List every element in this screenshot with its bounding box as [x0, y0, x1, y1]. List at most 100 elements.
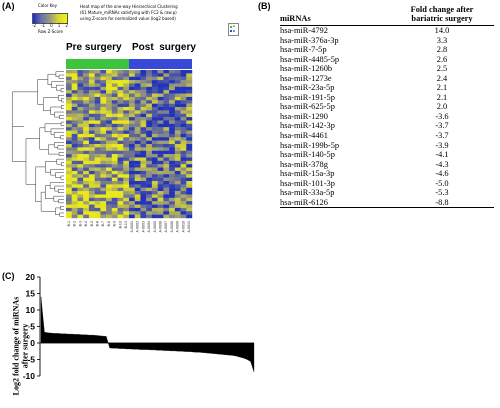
heatmap-cell	[151, 164, 158, 168]
heatmap-cell	[117, 117, 124, 121]
heatmap-cell	[134, 113, 141, 118]
heatmap-cell	[140, 181, 147, 185]
heatmap-cell	[83, 197, 90, 202]
heatmap-cell	[140, 93, 147, 98]
heatmap-cell	[169, 194, 176, 199]
heatmap-cell	[146, 167, 153, 172]
heatmap-cell	[186, 127, 193, 131]
heatmap-cell	[180, 110, 187, 114]
heatmap-cell	[180, 80, 187, 84]
mirna-name: hsa-miR-101-3p	[280, 178, 335, 188]
heatmap-cell	[140, 83, 147, 88]
heatmap-cell	[88, 194, 95, 199]
heatmap-cell	[117, 181, 124, 185]
heatmap-cell	[169, 113, 176, 118]
heatmap-cell	[66, 83, 72, 88]
legend-label-b: B	[233, 29, 236, 33]
heatmap-cell	[129, 96, 135, 101]
mirna-name: hsa-miR-140-5p	[280, 150, 335, 160]
heatmap-cell	[163, 191, 170, 195]
heatmap-cell	[111, 207, 118, 212]
heatmap-cell	[123, 73, 130, 77]
heatmap-cell	[71, 167, 78, 172]
heatmap-cell	[157, 83, 164, 88]
heatmap-cell	[83, 204, 90, 209]
heatmap-cell	[111, 187, 118, 192]
heatmap-cell	[129, 170, 135, 175]
heatmap-cell	[88, 107, 95, 111]
heatmap-cell	[151, 181, 158, 185]
table-row: hsa-miR-378g -4.3	[280, 160, 494, 170]
mirna-name: hsa-miR-4485-5p	[280, 54, 340, 64]
heatmap-cell	[100, 73, 107, 77]
heatmap-cell	[140, 201, 147, 205]
heatmap-cell	[88, 144, 95, 148]
heatmap-cell	[186, 214, 193, 219]
heatmap-cell	[151, 70, 158, 74]
heatmap-cell	[94, 110, 101, 114]
heatmap-cell	[140, 103, 147, 108]
heatmap-cell	[77, 107, 84, 111]
heatmap-cell	[100, 93, 107, 98]
heatmap-cell	[77, 90, 84, 94]
heatmap-cell	[123, 113, 130, 118]
heatmap-cell	[186, 204, 193, 209]
heatmap-cell	[77, 157, 84, 162]
heatmap-cell	[66, 157, 72, 162]
heatmap-cell	[123, 80, 130, 84]
heatmap-cell	[174, 177, 181, 182]
heatmap-cell	[117, 133, 124, 138]
heatmap-cell	[71, 117, 78, 121]
heatmap-cell	[169, 127, 176, 131]
heatmap-cell	[77, 194, 84, 199]
heatmap-cell	[100, 170, 107, 175]
heatmap-cell	[111, 96, 118, 101]
heatmap-cell	[146, 80, 153, 84]
heatmap-cell	[117, 76, 124, 81]
heatmap-cell	[111, 154, 118, 158]
heatmap-cell	[94, 214, 101, 219]
heatmap-cell	[66, 117, 72, 121]
sample-label: B-11	[124, 221, 128, 228]
heatmap-cell	[71, 160, 78, 165]
heatmap-cell	[71, 204, 78, 209]
heatmap-cell	[71, 174, 78, 178]
heatmap-cell	[117, 201, 124, 205]
table-row: hsa-miR-4485-5p 2.6	[280, 55, 494, 65]
heatmap-cell	[140, 140, 147, 145]
heatmap-cell	[71, 123, 78, 128]
heatmap-cell	[134, 120, 141, 125]
heatmap-cell	[94, 86, 101, 91]
heatmap-cell	[163, 96, 170, 101]
heatmap-cell	[71, 130, 78, 135]
heatmap-cell	[134, 150, 141, 155]
heatmap-cell	[123, 177, 130, 182]
heatmap-cell	[111, 194, 118, 199]
heatmap-cell	[129, 113, 135, 118]
heatmap-cell	[88, 197, 95, 202]
heatmap-cell	[94, 133, 101, 138]
heatmap-cell	[117, 140, 124, 145]
heatmap-cell	[169, 207, 176, 212]
fold-change-value: 2.1	[436, 92, 448, 102]
mirna-name: hsa-miR-6126	[280, 197, 328, 207]
heatmap-cell	[169, 86, 176, 91]
heatmap-cell	[77, 73, 84, 77]
color-key: Color Key -2 -1 0 1 2 Row Z-Score	[30, 3, 70, 35]
heatmap-cell	[146, 194, 153, 199]
heatmap-cell	[94, 130, 101, 135]
table-row: hsa-miR-140-5p -4.1	[280, 150, 494, 160]
heatmap-cell	[174, 197, 181, 202]
heatmap-cell	[88, 86, 95, 91]
heatmap-cell	[163, 76, 170, 81]
color-key-title: Color Key	[38, 3, 57, 8]
heatmap-cell	[169, 187, 176, 192]
heatmap-cell	[157, 201, 164, 205]
heatmap-cell	[106, 113, 113, 118]
heatmap-cell	[111, 150, 118, 155]
heatmap-cell	[174, 96, 181, 101]
heatmap-cell	[163, 211, 170, 215]
heatmap-cell	[106, 174, 113, 178]
heatmap-cell	[174, 90, 181, 94]
heatmap-cell	[106, 211, 113, 215]
